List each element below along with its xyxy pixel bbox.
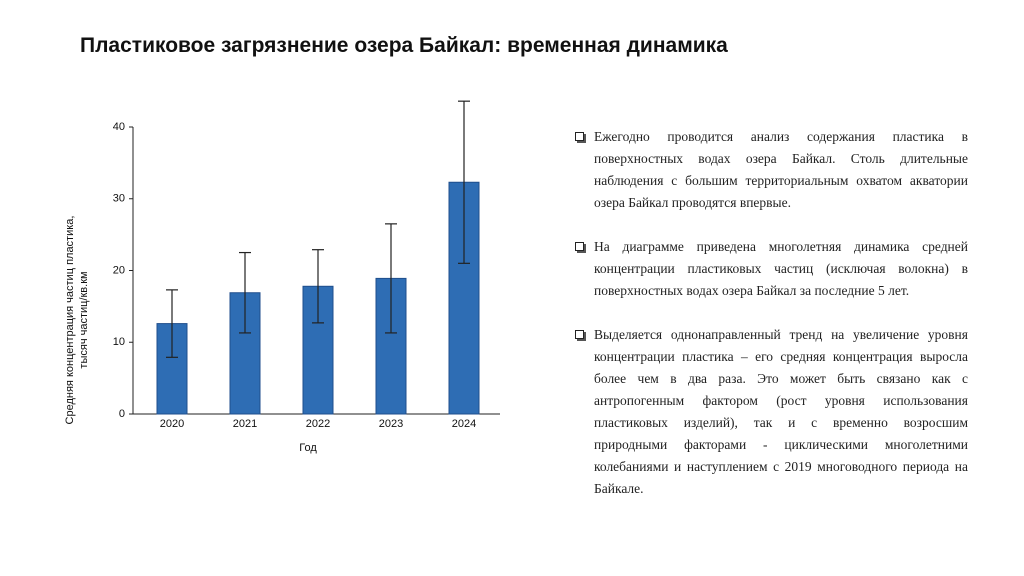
bullet: Выделяется однонаправленный тренд на уве… (575, 324, 968, 500)
y-tick-label: 20 (113, 264, 125, 276)
bullet: Ежегодно проводится анализ содержания пл… (575, 126, 968, 214)
x-axis-label: Год (299, 442, 317, 454)
x-tick-label: 2024 (452, 418, 476, 430)
x-tick-label: 2023 (379, 418, 403, 430)
bullet-icon (575, 330, 584, 339)
x-tick-label: 2022 (306, 418, 330, 430)
x-tick-label: 2021 (233, 418, 257, 430)
y-tick-label: 40 (113, 121, 125, 133)
bullet-text: Ежегодно проводится анализ содержания пл… (594, 129, 968, 210)
y-tick-label: 30 (113, 193, 125, 205)
bullet-text: На диаграмме приведена многолетняя динам… (594, 239, 968, 298)
slide-title: Пластиковое загрязнение озера Байкал: вр… (80, 34, 728, 57)
bullet-list: Ежегодно проводится анализ содержания пл… (575, 126, 968, 522)
x-tick-label: 2020 (160, 418, 184, 430)
y-axis-label: тысяч частиц/кв.км (78, 271, 90, 368)
bullet-icon (575, 242, 584, 251)
bullet-text: Выделяется однонаправленный тренд на уве… (594, 327, 968, 496)
y-tick-label: 10 (113, 336, 125, 348)
chart: Год Средняя концентрация частиц пластика… (64, 100, 500, 454)
bar (229, 292, 261, 415)
bullet-icon (575, 132, 584, 141)
y-axis-label: Средняя концентрация частиц пластика, (64, 216, 76, 425)
bullet: На диаграмме приведена многолетняя динам… (575, 236, 968, 302)
y-tick-label: 0 (119, 408, 125, 420)
